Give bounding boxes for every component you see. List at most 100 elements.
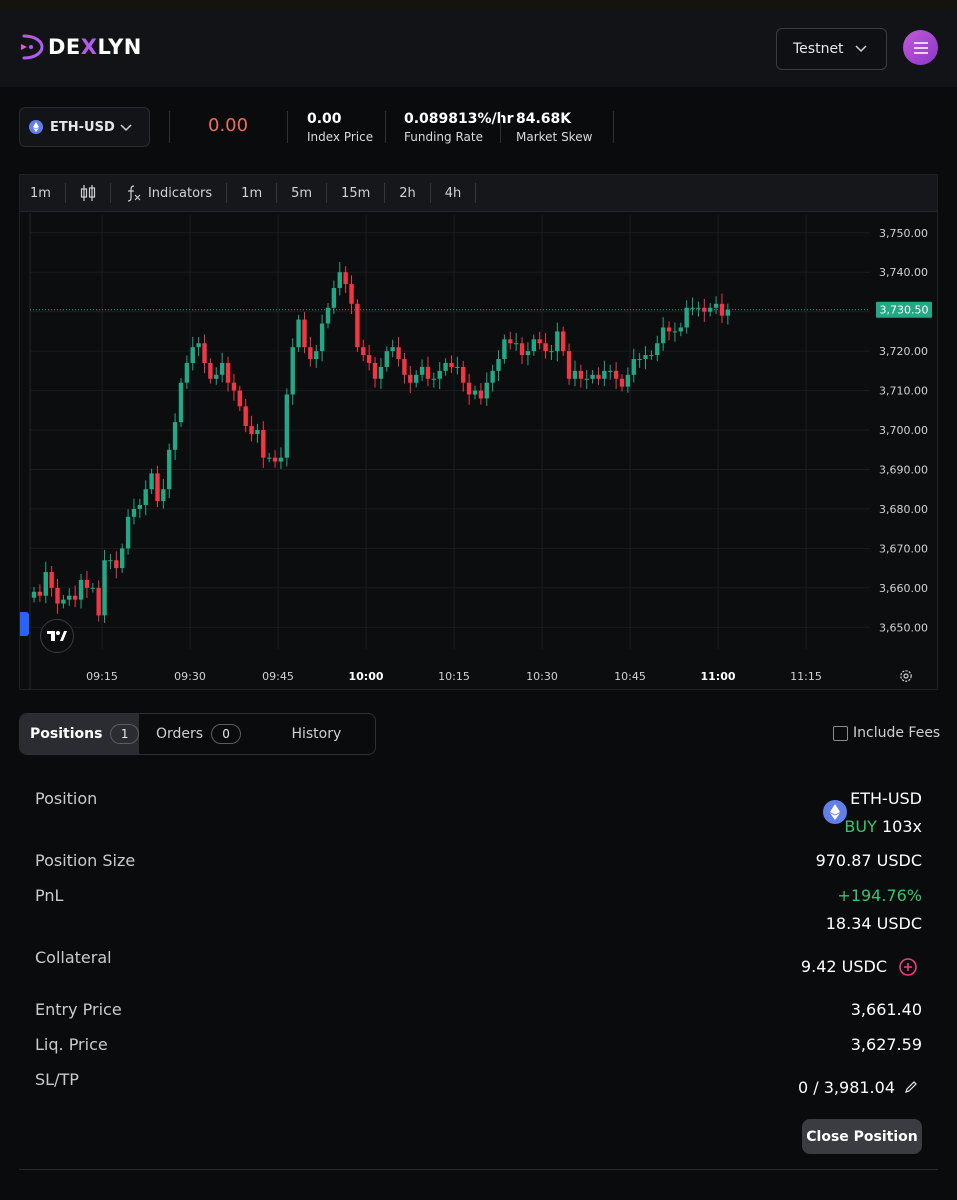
candle-body xyxy=(402,359,407,375)
toolbar-divider xyxy=(109,183,111,203)
side-panel-handle[interactable] xyxy=(20,612,29,636)
candle-body xyxy=(613,370,619,379)
pnl-usdc-value: 18.34 USDC xyxy=(825,914,922,933)
candle-body xyxy=(84,579,90,588)
positions-tabs: Positions 1 Orders 0 History xyxy=(19,713,376,755)
position-pair: ETH-USD xyxy=(850,789,922,808)
candle-body xyxy=(713,303,719,308)
candle-body xyxy=(513,343,519,345)
candle-body xyxy=(443,362,448,371)
candle-body xyxy=(725,309,731,316)
indicators-button[interactable]: Indicators xyxy=(115,175,222,212)
timeframe-4h[interactable]: 4h xyxy=(444,185,462,201)
candle-body xyxy=(249,426,254,434)
y-tick-label: 3,750.00 xyxy=(879,227,928,240)
candle-body xyxy=(196,343,201,348)
sltp-label: SL/TP xyxy=(35,1070,79,1089)
candle-body xyxy=(619,378,625,387)
candle-body xyxy=(349,284,354,304)
dexlyn-logo[interactable]: DEXLYN xyxy=(18,32,142,62)
candle-body xyxy=(549,351,554,353)
price-chart[interactable]: 1m Indicators 1m 5m 15m 2h 4h xyxy=(19,174,938,690)
candle-body xyxy=(708,307,713,312)
y-tick-label: 3,700.00 xyxy=(879,424,928,437)
y-tick-label: 3,680.00 xyxy=(879,503,928,516)
toolbar-divider xyxy=(226,183,228,203)
candle-body xyxy=(90,587,95,589)
candle-body xyxy=(308,347,313,360)
candle-body xyxy=(419,366,425,375)
candle-body xyxy=(243,406,248,427)
add-collateral-icon[interactable] xyxy=(898,957,918,977)
last-price-label: 3,730.50 xyxy=(880,304,929,317)
y-tick-label: 3,710.00 xyxy=(879,385,928,398)
toolbar-divider xyxy=(276,183,278,203)
candle-body xyxy=(602,370,607,379)
tab-history[interactable]: History xyxy=(265,714,375,754)
candle-body xyxy=(643,355,648,360)
candlestick-chart[interactable]: 3,750.003,740.003,730.003,720.003,710.00… xyxy=(20,213,937,689)
y-tick-label: 3,720.00 xyxy=(879,345,928,358)
close-position-button[interactable]: Close Position xyxy=(802,1119,922,1154)
candle-body xyxy=(396,347,401,360)
x-tick-label: 10:00 xyxy=(348,670,383,683)
orders-count-badge: 0 xyxy=(211,724,242,744)
candle-body xyxy=(519,343,525,356)
dexlyn-logo-icon xyxy=(21,34,44,60)
candle-body xyxy=(543,343,548,352)
interval-button[interactable]: 1m xyxy=(30,185,51,201)
candle-body xyxy=(137,504,143,509)
app-header: DEXLYN Testnet xyxy=(0,10,957,87)
tradingview-logo[interactable] xyxy=(40,619,74,653)
candle-body xyxy=(219,362,225,375)
market-skew-stat: 84.68K Market Skew xyxy=(516,111,592,144)
timeframe-1m[interactable]: 1m xyxy=(241,185,263,201)
network-selector[interactable]: Testnet xyxy=(776,28,887,70)
candle-body xyxy=(666,327,672,332)
divider xyxy=(500,111,501,143)
y-tick-label: 3,660.00 xyxy=(879,582,928,595)
market-pair-label: ETH-USD xyxy=(50,119,115,135)
chevron-down-icon xyxy=(855,45,867,53)
menu-button[interactable] xyxy=(903,30,938,65)
candle-body xyxy=(431,378,437,380)
candle-body xyxy=(384,351,389,367)
candle-body xyxy=(331,288,337,308)
candle-body xyxy=(161,489,166,502)
index-price-label: Index Price xyxy=(307,130,374,144)
liq-price-label: Liq. Price xyxy=(35,1035,108,1054)
market-selector[interactable]: ETH-USD xyxy=(19,107,150,147)
timeframe-5m[interactable]: 5m xyxy=(291,185,313,201)
candle-body xyxy=(525,351,531,356)
candle-body xyxy=(502,339,507,360)
candle-body xyxy=(408,374,413,383)
candle-body xyxy=(267,457,272,459)
x-tick-label: 09:45 xyxy=(262,670,294,683)
tab-positions-label: Positions xyxy=(30,726,103,742)
candle-body xyxy=(596,374,601,379)
divider xyxy=(19,1169,938,1170)
include-fees-checkbox[interactable]: Include Fees xyxy=(833,725,940,741)
checkbox-box[interactable] xyxy=(833,725,848,741)
x-tick-label: 11:15 xyxy=(790,670,822,683)
position-size-label: Position Size xyxy=(35,851,136,870)
timeframe-15m[interactable]: 15m xyxy=(341,185,371,201)
entry-price-label: Entry Price xyxy=(35,1000,122,1019)
candle-body xyxy=(319,323,325,352)
candle-body xyxy=(343,272,348,285)
timeframe-2h[interactable]: 2h xyxy=(399,185,416,201)
candle-body xyxy=(449,362,454,367)
candle-body xyxy=(590,374,595,379)
candle-body xyxy=(202,343,207,363)
divider xyxy=(613,111,614,143)
tab-positions[interactable]: Positions 1 xyxy=(20,714,139,754)
candle-body xyxy=(631,359,636,375)
candle-body xyxy=(455,366,460,368)
settings-gear-icon[interactable] xyxy=(899,669,913,683)
edit-pencil-icon[interactable] xyxy=(904,1080,918,1094)
chart-type-button[interactable] xyxy=(70,175,106,212)
toolbar-divider xyxy=(326,183,328,203)
candle-body xyxy=(660,327,666,344)
tab-orders[interactable]: Orders 0 xyxy=(139,714,265,754)
candle-body xyxy=(302,319,307,348)
